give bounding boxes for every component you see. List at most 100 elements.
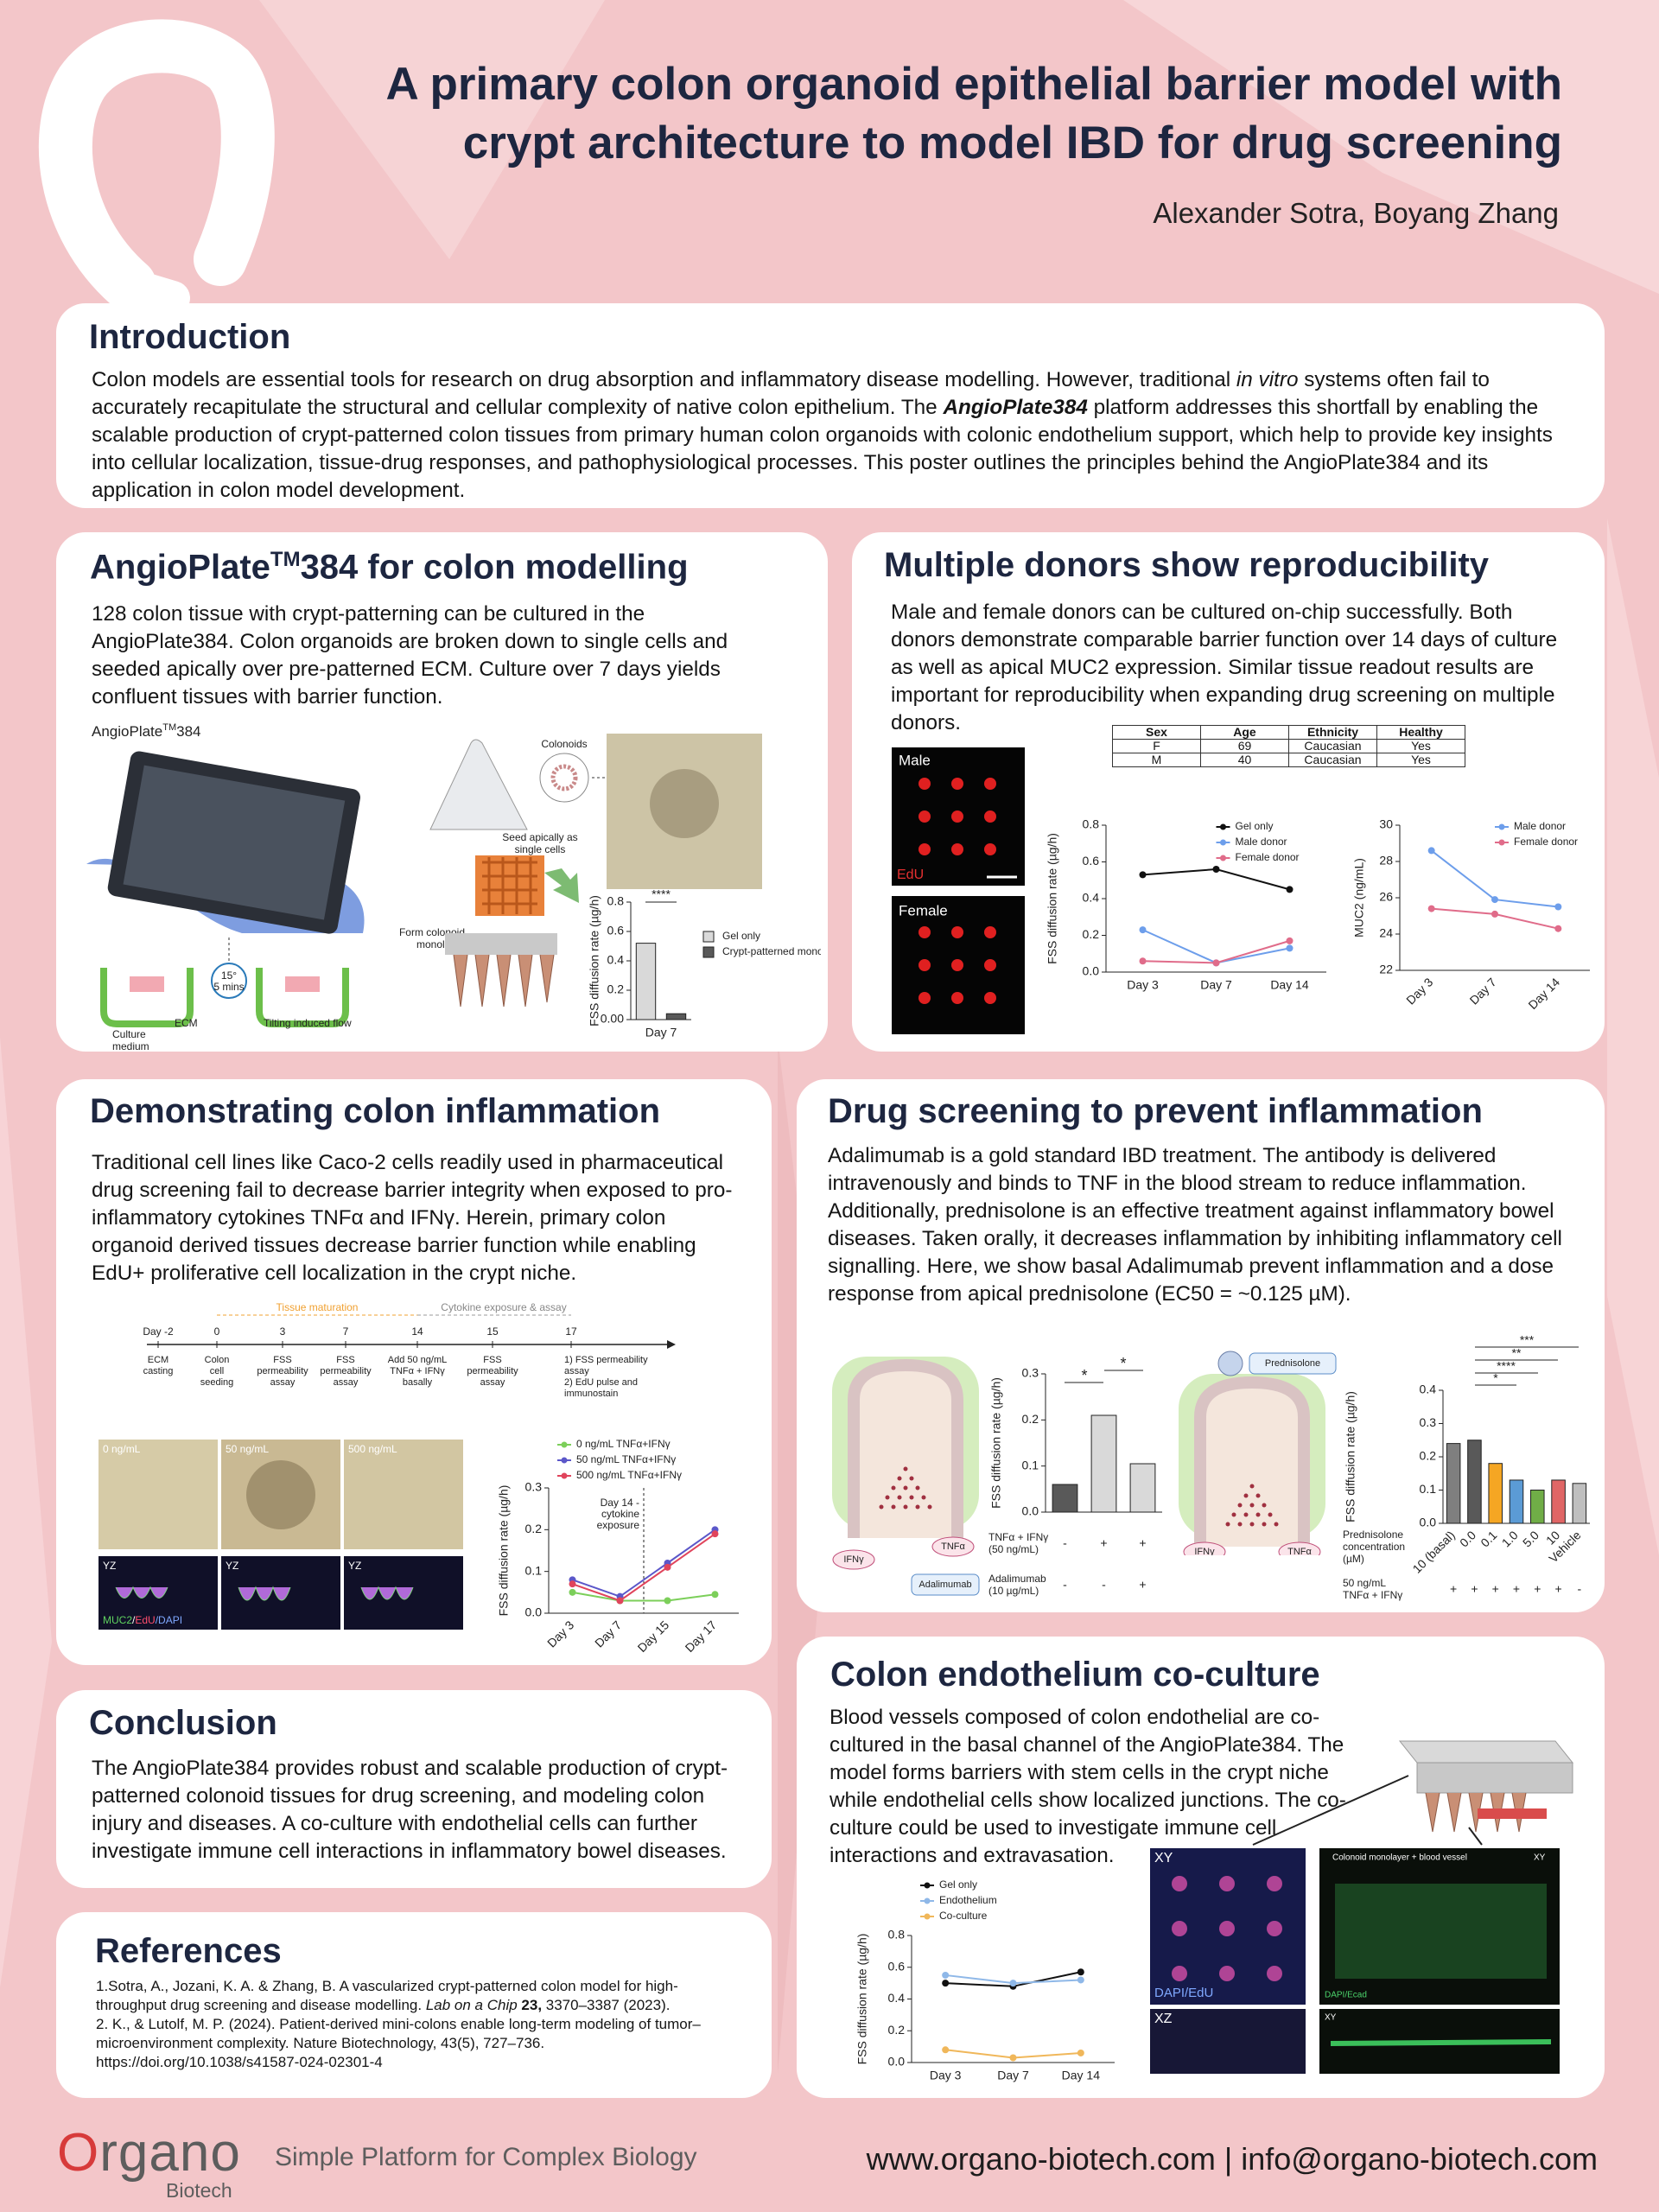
- cell-dot: [1274, 1522, 1279, 1527]
- bar: [1467, 1440, 1482, 1524]
- image-label: MUC2/EdU/DAPI: [103, 1614, 182, 1626]
- section-title: Introduction: [89, 318, 291, 356]
- section-title: Multiple donors show reproducibility: [884, 546, 1490, 584]
- point: [1212, 959, 1220, 967]
- legend-label: Female donor: [1514, 836, 1578, 848]
- chart: Day 14 -cytokine exposure 0.0 0.1 0.2 0.3 FSS…: [497, 1438, 739, 1655]
- table-header-cell: Ethnicity: [1288, 725, 1377, 740]
- cell-dot: [918, 992, 931, 1004]
- image-label: XY: [1154, 1851, 1173, 1866]
- drug-box: [911, 1573, 980, 1596]
- text-line: Adalimumab: [988, 1573, 1046, 1585]
- cell-dot: [1267, 1876, 1282, 1891]
- y-tick-label: 0.8: [1083, 817, 1100, 831]
- diagram-label: IFNγ: [1194, 1547, 1215, 1555]
- text-line: 2) EdU pulse and: [564, 1377, 638, 1388]
- series-line: [572, 1591, 715, 1602]
- image-label: 50 ng/mL: [226, 1443, 269, 1455]
- figure-label: ECM: [175, 1017, 198, 1029]
- image-label: Female: [899, 902, 948, 918]
- cell-dot: [1243, 1493, 1249, 1498]
- chart: * * 0.0 0.1 0.2 0.3 FSS diffusion rate (µg/h…: [988, 1355, 1162, 1597]
- text-run: platform addresses this shortfall by ena…: [92, 396, 1553, 502]
- bar: [1509, 1479, 1524, 1524]
- legend-label: Endothelium: [939, 1894, 997, 1906]
- colonoid: [550, 764, 578, 791]
- x-tick-label: 0.0: [1457, 1528, 1478, 1549]
- y-tick-label: 0.3: [1022, 1366, 1039, 1380]
- legend-swatch: [1220, 823, 1226, 830]
- condition-value: +: [1513, 1582, 1520, 1596]
- cell-dot: [1219, 1921, 1235, 1936]
- crypts: [1425, 1792, 1527, 1833]
- legend-swatch: [924, 1882, 931, 1889]
- bg-shape: [0, 1037, 52, 1987]
- text-line: Day 14 -: [601, 1497, 639, 1509]
- text-line: casting: [143, 1366, 174, 1376]
- cell-dot: [951, 992, 963, 1004]
- point: [1491, 896, 1498, 904]
- colonoid: [539, 753, 589, 803]
- ecm: [130, 976, 164, 992]
- cell-dot: [891, 1504, 896, 1510]
- text-run: MUC2: [103, 1614, 132, 1626]
- y-tick-label: 0.4: [607, 953, 625, 967]
- legend-label: 0 ng/mL TNFα+IFNγ: [576, 1438, 671, 1450]
- bar: [1090, 1414, 1117, 1513]
- point: [1554, 925, 1562, 932]
- text-line: Prednisolone: [1343, 1529, 1403, 1541]
- point: [1009, 2054, 1017, 2062]
- legend-swatch: [924, 1913, 931, 1920]
- title-line: crypt architecture to model IBD for drug…: [462, 118, 1562, 168]
- cell-dot: [1237, 1503, 1243, 1508]
- annotation: Day 14 -cytokine exposure: [597, 1497, 640, 1531]
- x-tick-label: Day 3: [930, 2069, 962, 2082]
- x-tick-label: 10 (basal): [1410, 1528, 1458, 1575]
- table-cell: 69: [1200, 739, 1289, 753]
- well: [256, 968, 349, 1027]
- x-tick-label: Day 7: [997, 2069, 1029, 2082]
- text-line: cytokine: [601, 1508, 639, 1520]
- timeline-event: ECM casting: [143, 1355, 174, 1376]
- text-line: Colon: [205, 1355, 230, 1365]
- body-text: Adalimumab is a gold standard IBD treatm…: [828, 1144, 1562, 1306]
- cell-dot: [915, 1485, 920, 1491]
- condition-value: -: [1063, 1578, 1067, 1592]
- table-cell: F: [1112, 739, 1201, 753]
- x-tick-label: 0.1: [1478, 1528, 1499, 1549]
- body-text: Blood vessels composed of colon endothel…: [830, 1706, 1346, 1867]
- y-tick-label: 24: [1379, 926, 1393, 940]
- cell-dot: [1172, 1966, 1187, 1981]
- text-line: 50 ng/mL: [1343, 1577, 1386, 1589]
- timeline-event: 1) FSS permeability assay 2) EdU pulse and…: [564, 1355, 648, 1399]
- image-label: DAPI/EdU: [1154, 1986, 1213, 2000]
- x-tick-label: Day 14: [1062, 2069, 1101, 2082]
- section-title: Colon endothelium co-culture: [830, 1656, 1320, 1694]
- timeline-day: Day -2: [143, 1325, 174, 1338]
- ecm-grid: [475, 855, 544, 916]
- cell-dot: [1243, 1512, 1249, 1517]
- point: [616, 1597, 624, 1605]
- cell-dot: [1172, 1921, 1187, 1936]
- micrograph: [99, 1440, 218, 1549]
- cell-dot: [1231, 1512, 1236, 1517]
- y-axis-label: FSS diffusion rate (µg/h): [588, 895, 601, 1027]
- y-axis-label: FSS diffusion rate (µg/h): [1344, 1391, 1357, 1522]
- cell-dot: [951, 926, 963, 938]
- bg-shape: [1123, 0, 1659, 294]
- legend-swatch: [561, 1457, 568, 1464]
- micrograph: [344, 1440, 463, 1549]
- y-axis-label: FSS diffusion rate (µg/h): [989, 1377, 1003, 1509]
- text-line: assay: [564, 1366, 589, 1376]
- donor-table: Sex Age Ethnicity Healthy F 69 Caucasian Yes M…: [1112, 725, 1465, 767]
- timeline-event: FSS permeability assay: [320, 1355, 372, 1388]
- cell-dot: [891, 1485, 896, 1491]
- section-title: AngioPlateTM384 for colon modelling: [90, 548, 689, 587]
- x-tick-label: 1.0: [1499, 1528, 1521, 1549]
- series-line: [572, 1533, 716, 1602]
- figure-label: Tilting induced flow: [264, 1017, 352, 1029]
- cell-dot: [879, 1504, 884, 1510]
- point: [942, 1971, 950, 1979]
- cytokine: [931, 1536, 975, 1557]
